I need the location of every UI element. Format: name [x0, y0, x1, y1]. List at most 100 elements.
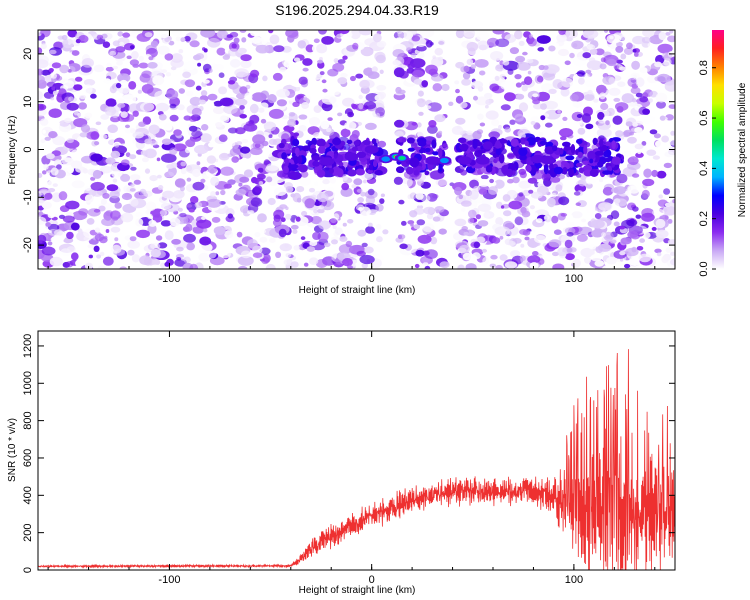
spectrogram-cell: [469, 189, 479, 200]
spectrogram-cell: [615, 41, 623, 47]
spectrogram-band-cell: [562, 141, 571, 147]
spectrogram-cell: [552, 263, 565, 269]
spectrogram-cell: [585, 123, 594, 130]
spectrogram-cell: [508, 200, 523, 210]
spectrogram-cell: [434, 114, 446, 123]
spectrogram-cell: [114, 237, 119, 242]
spectrogram-cell: [38, 173, 43, 178]
spectrogram-cell: [376, 40, 387, 48]
spectrogram-cell: [550, 176, 561, 183]
spectrogram-cell: [594, 213, 602, 219]
spectrogram-cell: [125, 124, 130, 129]
spectrogram-cell: [409, 192, 417, 200]
spectrogram-cell: [590, 253, 602, 262]
spectrogram-cell: [325, 228, 330, 234]
spectrogram-cell: [667, 35, 675, 43]
spectrogram-cell: [102, 41, 111, 48]
spectrogram-cell: [191, 107, 202, 117]
spectrogram-cell: [50, 167, 59, 176]
spectrogram-cell: [191, 130, 203, 138]
spectrogram-cell: [558, 30, 566, 36]
spectrogram-cell: [540, 115, 546, 121]
spectrogram-cell: [518, 40, 525, 47]
spectrogram-cell: [514, 113, 524, 122]
spectrogram-cell: [639, 67, 648, 74]
spectrogram-cell: [330, 123, 341, 132]
spectrogram-cell: [351, 130, 360, 138]
spectrogram-cell: [40, 43, 47, 50]
spectrogram-cell: [237, 47, 247, 54]
spectrogram-band-cell: [413, 146, 421, 151]
spectrogram-cell: [593, 98, 599, 103]
spectrogram-cell: [587, 89, 593, 95]
spectrogram-cell: [310, 216, 322, 225]
spectrogram-cell: [455, 30, 465, 39]
spectrogram-cell: [624, 263, 631, 269]
spectrogram-cell: [398, 199, 405, 205]
spectrogram-band-cell: [284, 149, 292, 154]
spectrogram-cell: [571, 211, 583, 219]
spectrogram-cell: [296, 186, 305, 193]
spectrogram-cell: [416, 122, 422, 128]
spectrogram-cell: [512, 176, 520, 184]
spectrogram-cell: [376, 236, 383, 243]
spectrogram-cell: [336, 176, 344, 182]
spectrogram-cell: [522, 51, 528, 56]
spectrogram-cell: [183, 61, 196, 71]
colorbar: 0.0 0.2 0.4 0.6 0.8 Normalized spectral ampl…: [698, 30, 748, 277]
spectrogram-cell: [401, 220, 407, 226]
spectrogram-cell: [299, 176, 311, 186]
spectrogram-cell: [428, 120, 437, 128]
spectrogram-cell: [599, 92, 606, 100]
spectrogram-cell: [280, 217, 286, 223]
spectrogram-cell: [203, 48, 208, 53]
spectrogram-cell: [596, 128, 612, 138]
spectrogram-cell: [625, 211, 632, 218]
spectrogram-cell: [644, 232, 651, 239]
spectrogram-cell: [243, 169, 254, 178]
spectrogram-cell: [297, 40, 307, 49]
spectrogram-cell: [43, 163, 49, 170]
spectrogram-cell: [361, 242, 368, 248]
spectrogram-cell: [360, 46, 374, 57]
spectrogram-cell: [448, 101, 454, 107]
spectrogram-cell: [615, 45, 624, 53]
spectrogram-cell: [47, 212, 55, 219]
spectrogram-cell: [208, 68, 213, 73]
spectrogram-cell: [480, 174, 489, 180]
spectrogram-cell: [619, 250, 626, 256]
spectrogram-cell: [614, 198, 628, 207]
spectrogram-cell: [160, 33, 168, 39]
spectrogram-cell: [632, 48, 637, 53]
spectrogram-cell: [636, 246, 644, 251]
spectrogram-cell: [112, 178, 118, 183]
spectrogram-cell: [326, 127, 332, 133]
spectrogram-cell: [363, 101, 377, 110]
spectrogram-cell: [313, 38, 320, 44]
spectrogram-cell: [652, 208, 665, 217]
spectrogram-cell: [78, 208, 89, 216]
spectrogram-cell: [417, 98, 426, 108]
spectrogram-cell: [109, 85, 117, 94]
spectrogram-cell: [183, 256, 191, 264]
spectrogram-band-cell: [437, 147, 443, 158]
spectrogram-cell: [201, 216, 206, 221]
spectrogram-cell: [123, 185, 131, 193]
spectrogram-cell: [239, 105, 245, 110]
spectrogram-cell: [603, 231, 614, 241]
colorbar-tick-label: 0.0: [698, 261, 710, 276]
spectrogram-cell: [262, 75, 268, 82]
y-tick-label: 0: [22, 146, 34, 152]
spectrogram-cell: [504, 92, 516, 102]
spectrogram-band-cell: [282, 165, 289, 174]
spectrogram-cell: [207, 37, 221, 48]
spectrogram-cell: [48, 188, 56, 193]
spectrogram-cell: [115, 82, 122, 89]
spectrogram-cell: [371, 66, 378, 73]
spectrogram-cell: [432, 83, 443, 92]
y-tick-label: 800: [22, 411, 34, 429]
spectrogram-cell: [530, 120, 536, 125]
spectrogram-cell: [372, 33, 382, 43]
spectrogram-cell: [237, 255, 254, 266]
spectrogram-cell: [229, 147, 241, 157]
